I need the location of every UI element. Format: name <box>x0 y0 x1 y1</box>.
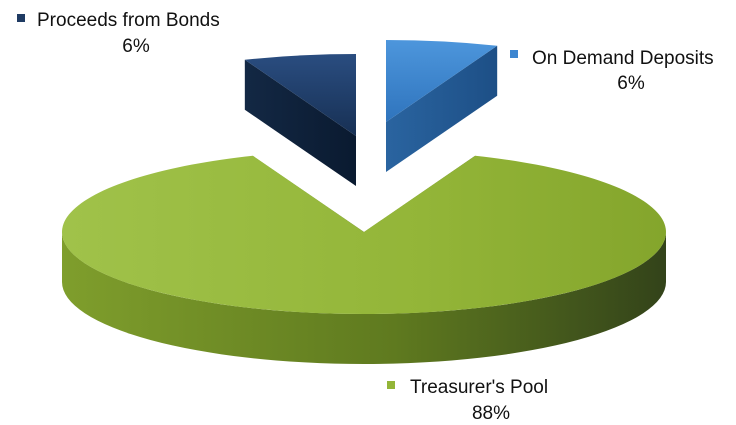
slice-top-treasurer-s-pool <box>61 155 666 314</box>
slice-on-demand-deposits <box>386 40 498 172</box>
slice-rim-treasurer-s-pool <box>62 232 666 364</box>
label-treasurers-pool: Treasurer's Pool <box>410 377 548 398</box>
slice-proceeds-from-bonds <box>244 54 356 186</box>
slice-side-proceeds-from-bonds-start <box>244 59 356 186</box>
value-label-treasurers-pool: 88% <box>472 403 510 424</box>
slice-treasurer-s-pool <box>61 155 666 364</box>
pie-slices <box>61 40 666 364</box>
slice-side-on-demand-deposits-end <box>386 45 498 172</box>
label-proceeds-from-bonds: Proceeds from Bonds <box>37 10 220 31</box>
legend-marker-on-demand-deposits <box>510 50 518 58</box>
legend-marker-treasurers-pool <box>387 381 395 389</box>
label-on-demand-deposits: On Demand Deposits <box>532 48 714 69</box>
slice-top-on-demand-deposits <box>386 40 498 122</box>
slice-top-proceeds-from-bonds <box>244 54 356 136</box>
value-label-on-demand-deposits: 6% <box>617 73 645 94</box>
value-label-proceeds-from-bonds: 6% <box>122 36 150 57</box>
legend-marker-proceeds-from-bonds <box>17 14 25 22</box>
